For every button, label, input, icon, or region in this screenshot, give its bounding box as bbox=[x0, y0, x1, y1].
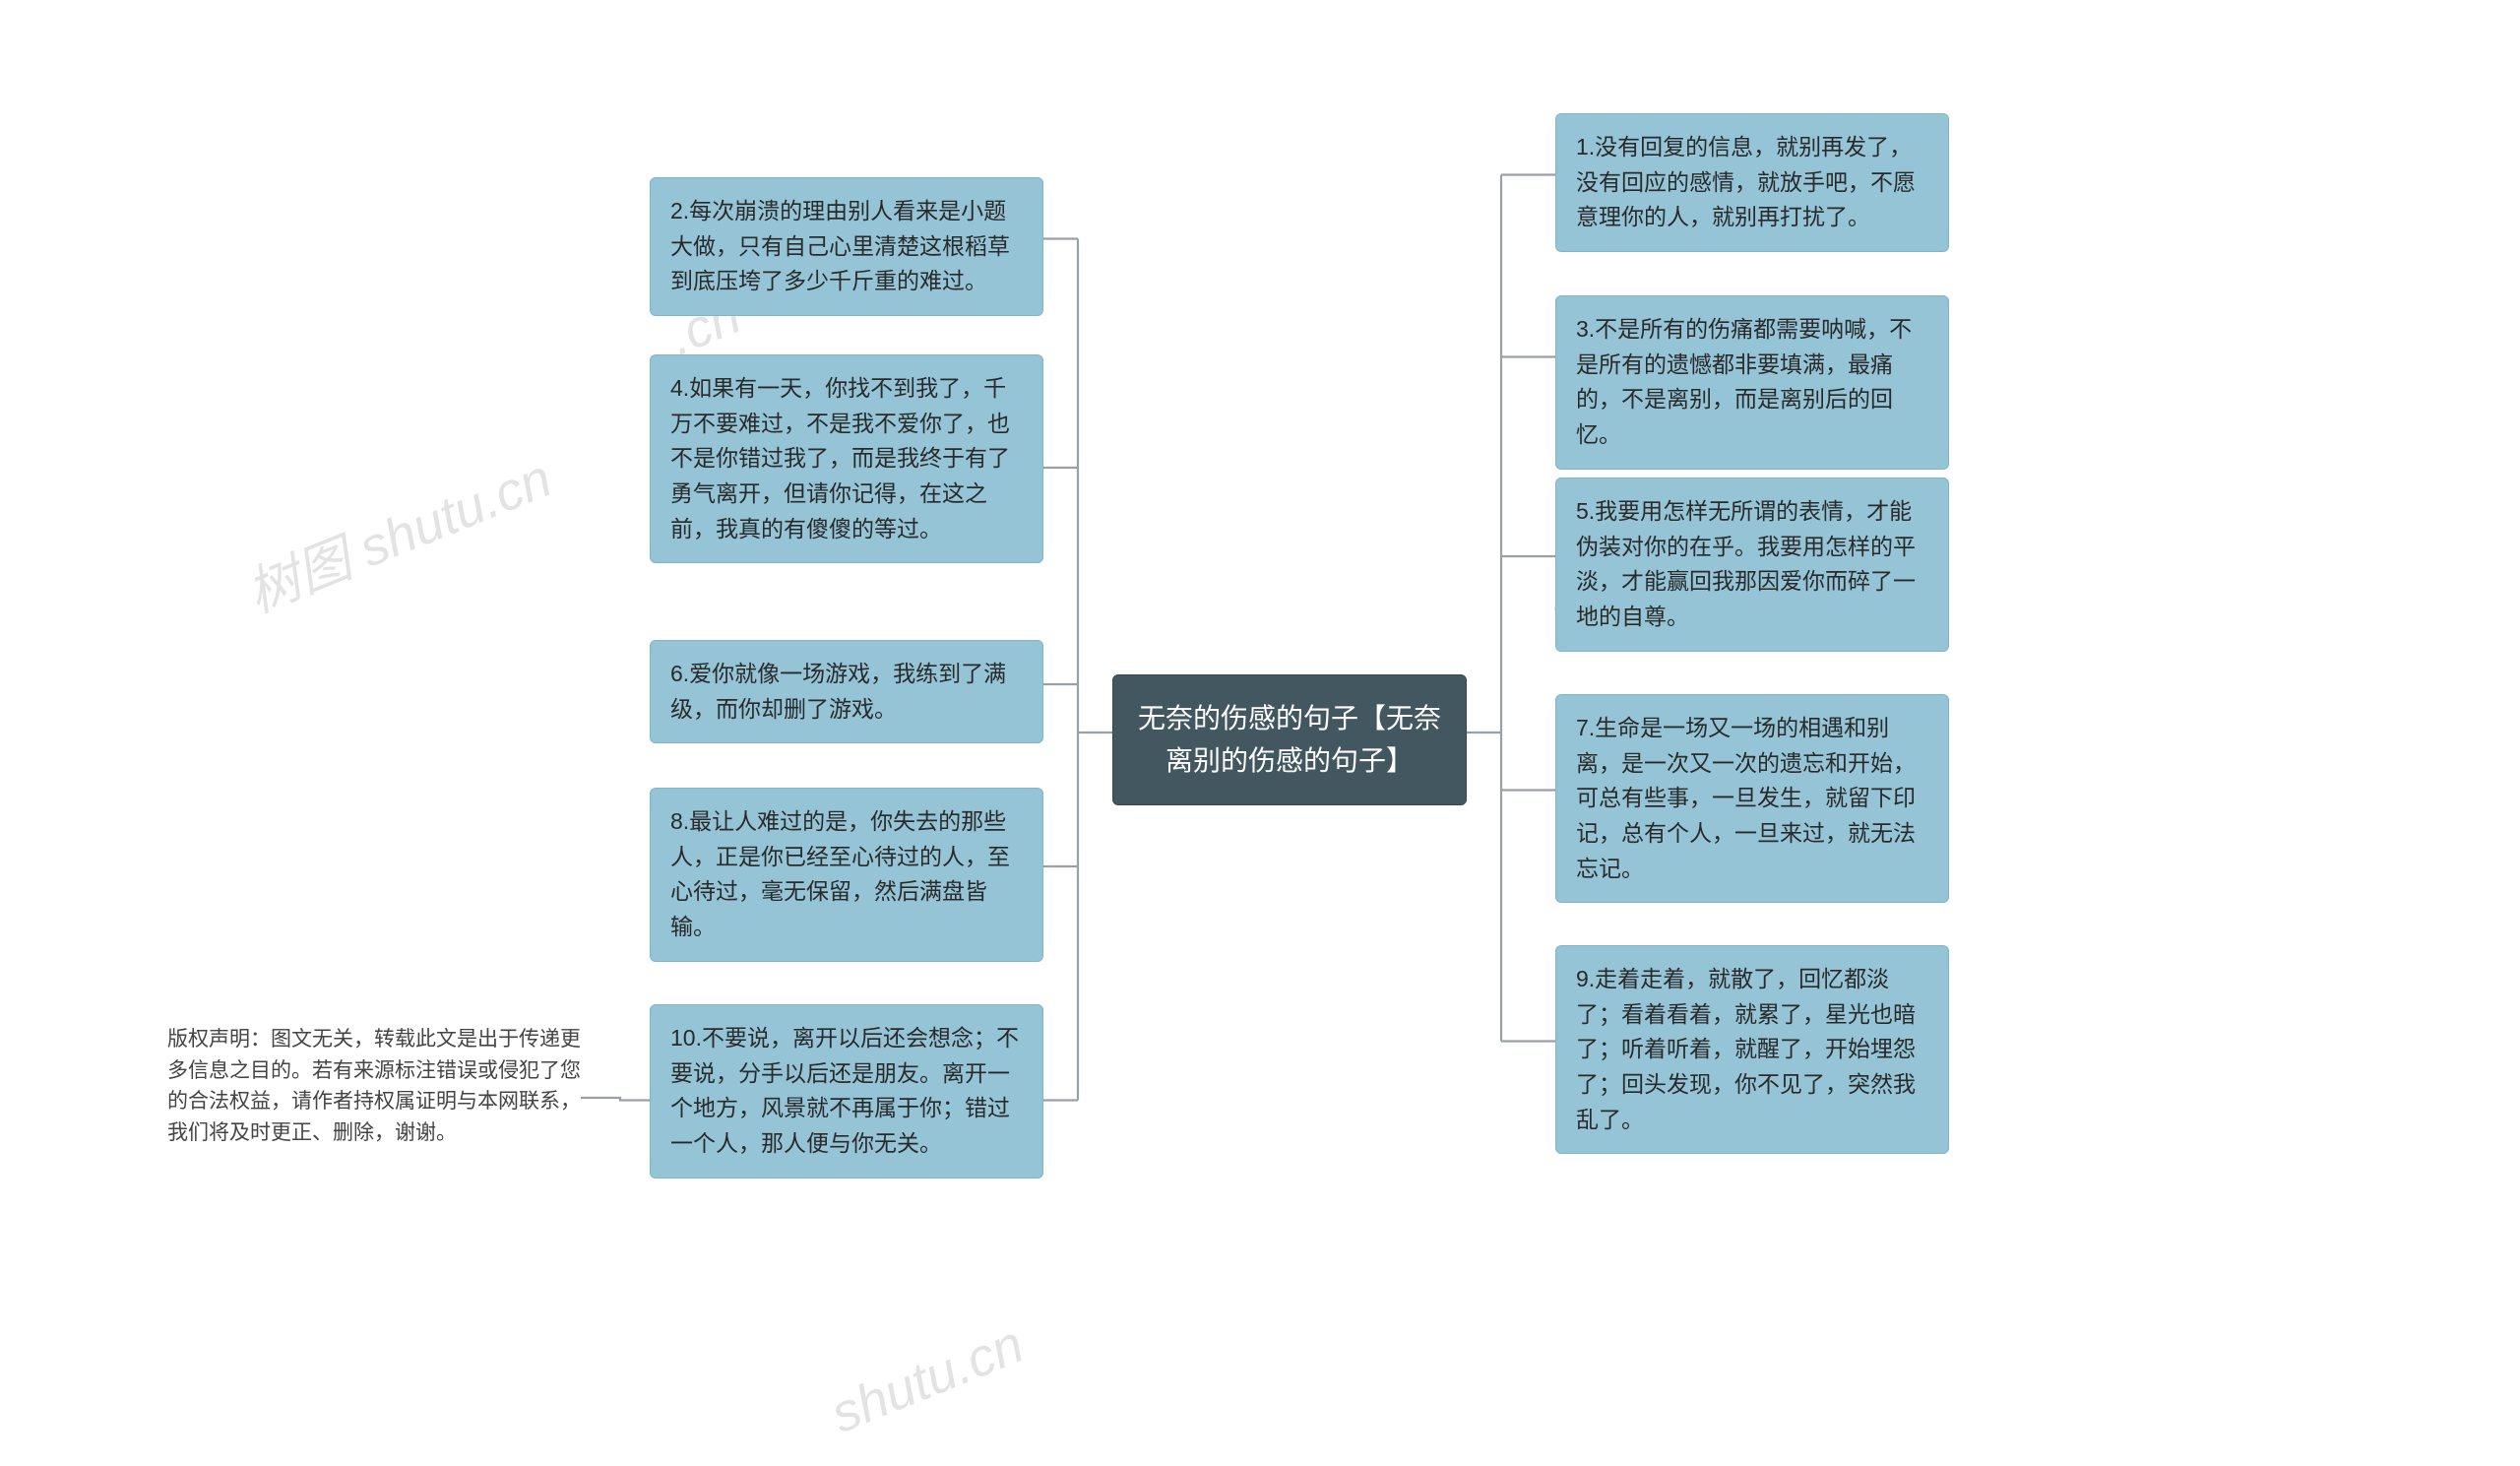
leaf-left-n4: 4.如果有一天，你找不到我了，千万不要难过，不是我不爱你了，也不是你错过我了，而… bbox=[650, 354, 1043, 563]
leaf-left-n6: 6.爱你就像一场游戏，我练到了满级，而你却删了游戏。 bbox=[650, 640, 1043, 743]
leaf-left-n8: 8.最让人难过的是，你失去的那些人，正是你已经至心待过的人，至心待过，毫无保留，… bbox=[650, 788, 1043, 962]
mindmap-canvas: 树图 shutu.cn树图 shutu.cn.cnshutu.cn无奈的伤感的句… bbox=[0, 0, 2520, 1466]
leaf-left-n2: 2.每次崩溃的理由别人看来是小题大做，只有自己心里清楚这根稻草到底压垮了多少千斤… bbox=[650, 177, 1043, 316]
leaf-right-n9: 9.走着走着，就散了，回忆都淡了；看着看着，就累了，星光也暗了；听着听着，就醒了… bbox=[1555, 945, 1949, 1154]
leaf-right-n7: 7.生命是一场又一场的相遇和别离，是一次又一次的遗忘和开始，可总有些事，一旦发生… bbox=[1555, 694, 1949, 903]
leaf-left-n10: 10.不要说，离开以后还会想念；不要说，分手以后还是朋友。离开一个地方，风景就不… bbox=[650, 1004, 1043, 1179]
leaf-right-n5: 5.我要用怎样无所谓的表情，才能伪装对你的在乎。我要用怎样的平淡，才能赢回我那因… bbox=[1555, 478, 1949, 652]
plain-note: 版权声明：图文无关，转载此文是出于传递更多信息之目的。若有来源标注错误或侵犯了您… bbox=[167, 1024, 581, 1148]
leaf-right-n1: 1.没有回复的信息，就别再发了，没有回应的感情，就放手吧，不愿意理你的人，就别再… bbox=[1555, 113, 1949, 252]
leaf-right-n3: 3.不是所有的伤痛都需要呐喊，不是所有的遗憾都非要填满，最痛的，不是离别，而是离… bbox=[1555, 295, 1949, 470]
watermark: 树图 shutu.cn bbox=[233, 435, 561, 628]
watermark: shutu.cn bbox=[823, 1313, 1033, 1445]
center-node: 无奈的伤感的句子【无奈离别的伤感的句子】 bbox=[1112, 674, 1467, 805]
